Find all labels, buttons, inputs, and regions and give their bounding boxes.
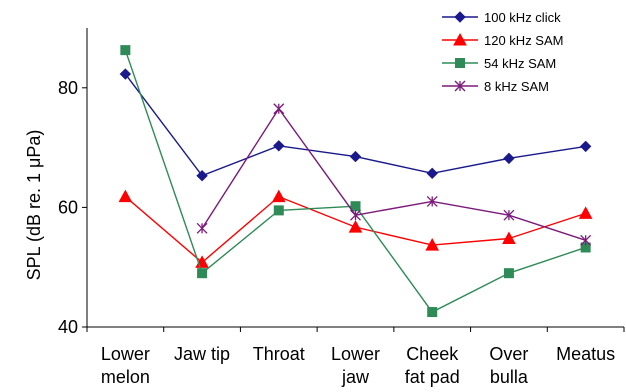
x-tick-label: Cheek	[406, 344, 459, 364]
data-point	[118, 189, 133, 203]
legend-entry: 54 kHz SAM	[442, 56, 556, 71]
data-point	[503, 268, 514, 279]
series-0	[119, 68, 592, 182]
legend-label: 8 kHz SAM	[484, 79, 549, 94]
legend: 100 kHz click 120 kHz SAM 54 kHz SAM 8 kHz …	[442, 10, 563, 94]
y-axis-label: SPL (dB re. 1 μPa)	[24, 130, 44, 281]
series-3	[196, 103, 592, 246]
x-tick-label: melon	[101, 367, 150, 387]
legend-entry: 120 kHz SAM	[442, 32, 563, 48]
data-point	[273, 205, 284, 216]
data-point	[454, 11, 466, 23]
legend-entry: 100 kHz click	[442, 10, 561, 25]
data-point	[196, 169, 208, 182]
x-tick-label: Lower	[101, 344, 150, 364]
series-layer	[118, 45, 593, 318]
data-point	[350, 201, 361, 212]
data-point	[455, 58, 465, 68]
data-point	[348, 220, 363, 233]
series-2	[120, 45, 591, 318]
data-point	[196, 222, 208, 234]
data-point	[426, 167, 438, 180]
data-point	[426, 195, 438, 207]
legend-label: 120 kHz SAM	[484, 33, 563, 48]
data-point	[580, 234, 592, 246]
legend-label: 100 kHz click	[484, 10, 561, 25]
data-point	[273, 140, 285, 152]
data-point	[425, 238, 440, 251]
data-point	[273, 103, 285, 115]
data-point	[502, 231, 516, 244]
data-point	[349, 150, 362, 163]
data-point	[427, 307, 438, 318]
x-tick-label: Jaw tip	[174, 344, 230, 364]
y-tick-label: 60	[58, 197, 78, 217]
data-point	[271, 189, 286, 203]
data-point	[579, 140, 592, 153]
legend-entry: 8 kHz SAM	[442, 79, 549, 94]
legend-label: 54 kHz SAM	[484, 56, 556, 71]
x-tick-label: fat pad	[405, 367, 460, 387]
data-point	[453, 32, 467, 46]
data-point	[578, 206, 593, 219]
data-point	[350, 209, 361, 221]
x-tick-label: jaw	[341, 367, 370, 387]
data-point	[119, 68, 132, 80]
data-point	[454, 80, 466, 92]
x-tick-label: bulla	[490, 367, 529, 387]
data-point	[503, 152, 515, 165]
x-tick-label: Over	[489, 344, 528, 364]
x-tick-label: Meatus	[556, 344, 615, 364]
data-point	[120, 45, 131, 56]
x-tick-label: Throat	[253, 344, 305, 364]
axes: 40 60 80 Lower melon Jaw tip Throat Lower jaw Che…	[58, 28, 625, 387]
data-point	[503, 209, 515, 221]
y-tick-label: 80	[58, 78, 78, 98]
y-tick-label: 40	[58, 317, 78, 337]
series-line	[201, 107, 586, 241]
data-point	[197, 268, 208, 279]
x-tick-label: Lower	[331, 344, 380, 364]
